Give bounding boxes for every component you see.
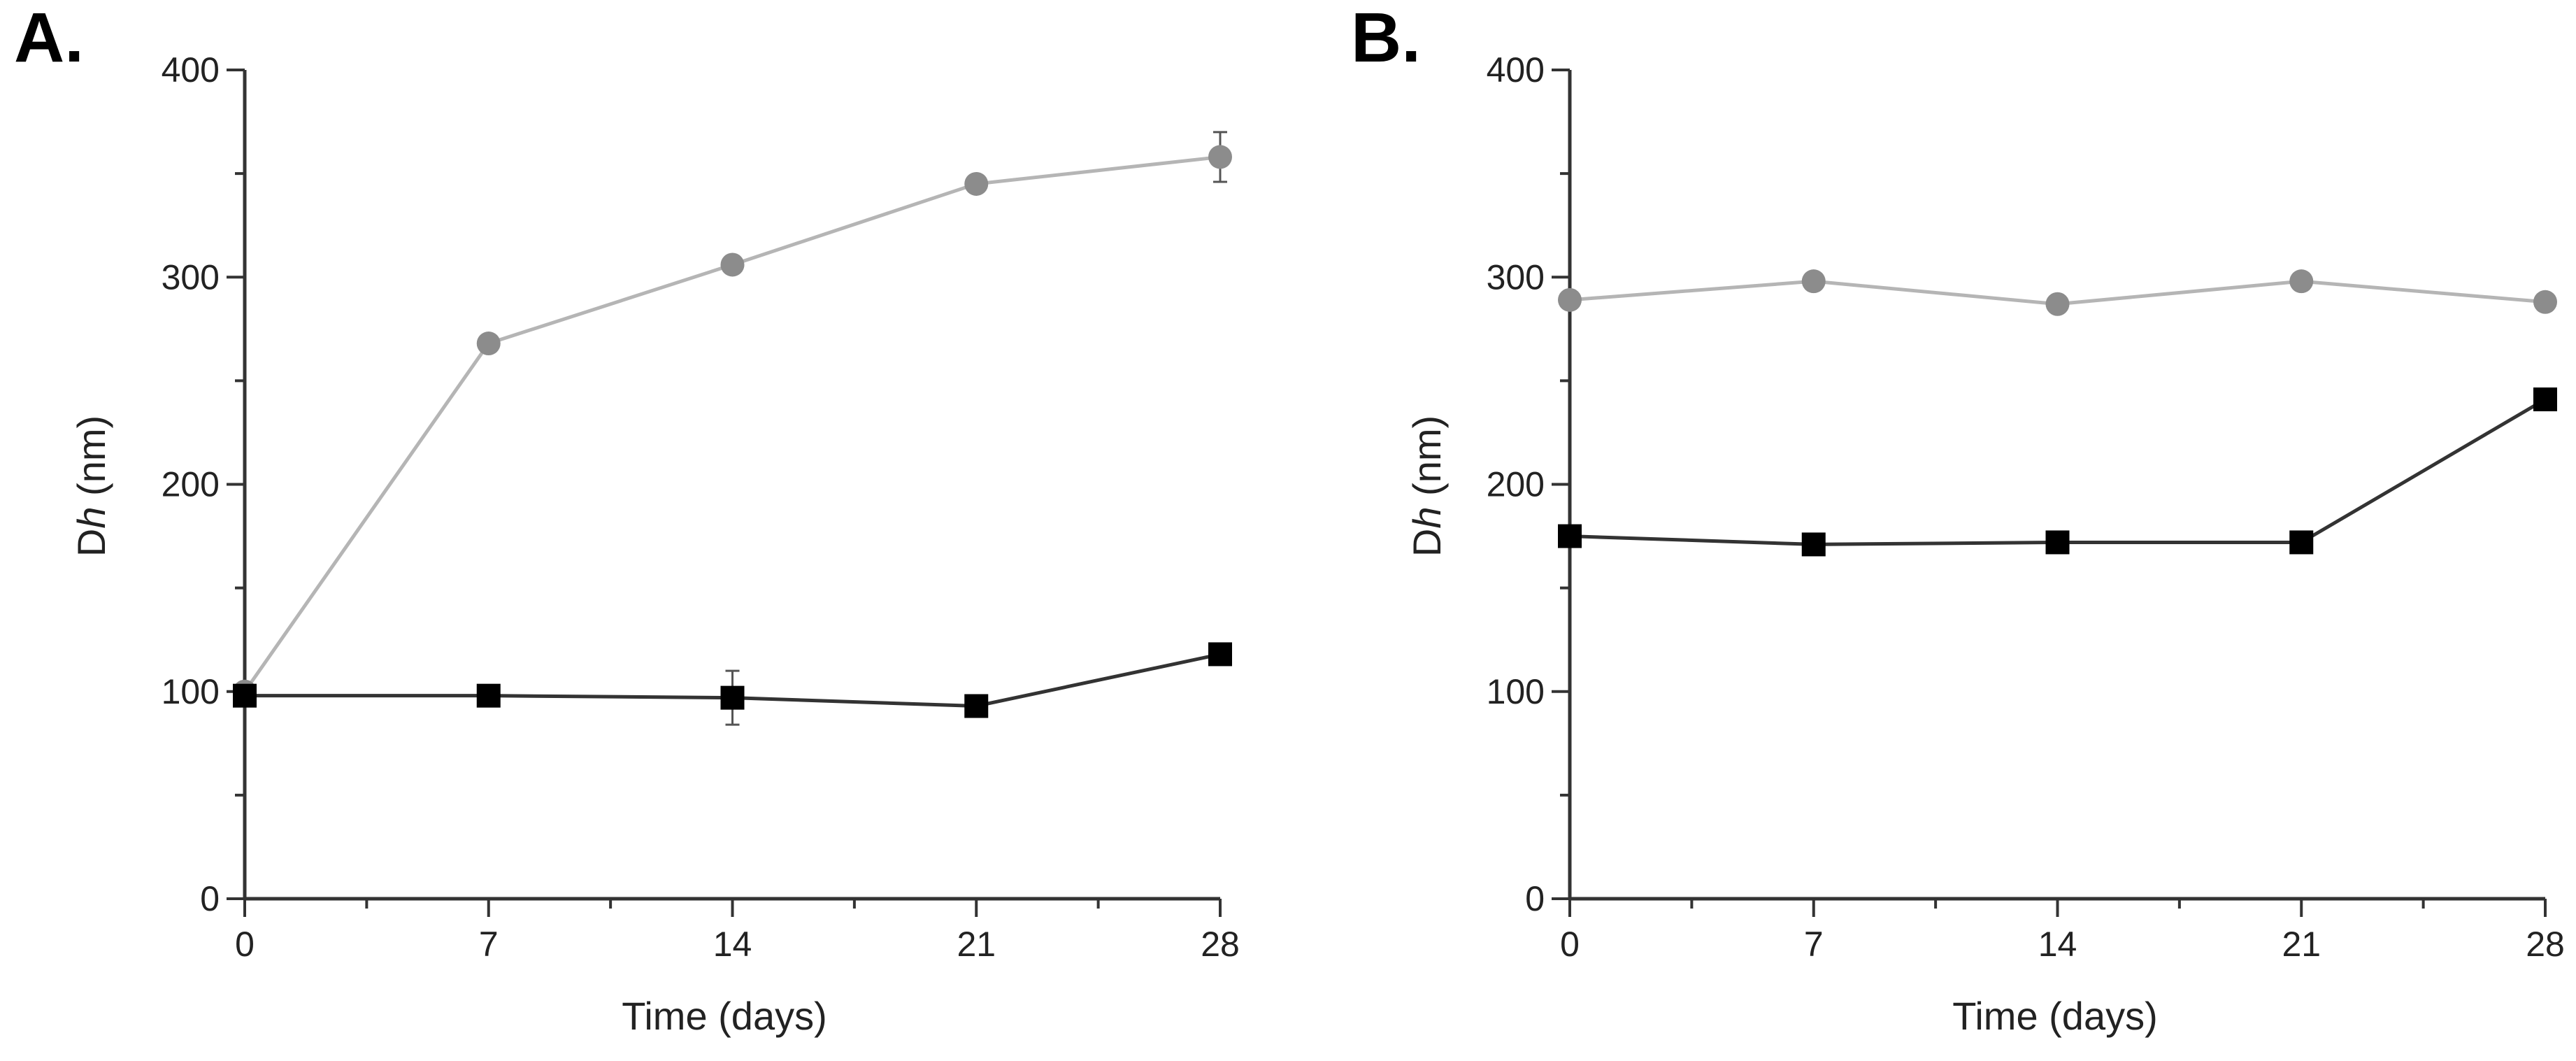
panel-b-y-axis-title-italic: h	[1405, 507, 1449, 529]
panel-a-black-square-point	[964, 694, 989, 718]
panel-a-y-axis-title: Dh (nm)	[69, 415, 113, 557]
panel-a-y-tick-label: 0	[200, 879, 220, 918]
panel-a-x-tick-label: 0	[235, 925, 255, 964]
panel-b-black-square-point	[1558, 524, 1582, 548]
panel-b-black-square-point	[2533, 387, 2557, 412]
panel-a-y-tick-label: 200	[162, 465, 220, 504]
panel-a-black-square-point	[233, 683, 257, 708]
panel-a-gray-circle-point	[1208, 145, 1232, 169]
panel-a-gray-circle-point	[720, 252, 745, 277]
panel-b-x-tick-label: 0	[1560, 925, 1580, 964]
panel-a-y-tick-label: 100	[162, 672, 220, 711]
panel-a-label: A.	[14, 0, 84, 77]
panel-b-x-tick-label: 7	[1804, 925, 1824, 964]
panel-b-label: B.	[1351, 0, 1421, 77]
panel-b-gray-circle-point	[1558, 287, 1582, 312]
panel-a-gray-circle-point	[964, 171, 989, 196]
panel-b-y-axis-title-suffix: (nm)	[1405, 415, 1449, 507]
panel-a-gray-circle-point	[476, 332, 501, 356]
panel-b-gray-circle-point	[1801, 269, 1826, 294]
panel-a-y-axis-title-prefix: D	[69, 529, 113, 557]
panel-a-y-axis-title-italic: h	[69, 507, 113, 529]
panel-b-y-axis-title-prefix: D	[1405, 529, 1449, 557]
panel-b-x-tick-label: 28	[2526, 925, 2565, 964]
panel-b-x-tick-label: 21	[2282, 925, 2321, 964]
panel-b-black-square-point	[2289, 530, 2314, 555]
panel-b-gray-circle-point	[2045, 292, 2070, 316]
panel-b-y-tick-label: 200	[1487, 465, 1545, 504]
panel-a-black-square-point	[476, 683, 501, 708]
panel-a-gray-circle-series-line	[243, 155, 1221, 693]
panel-b-y-tick-label: 0	[1525, 879, 1545, 918]
panel-b-x-axis-title: Time (days)	[1952, 994, 2158, 1038]
panel-b-black-square-point	[1801, 532, 1826, 557]
panel-a-black-square-point	[1208, 642, 1232, 667]
panel-a-x-tick-label: 7	[479, 925, 499, 964]
panel-b-y-tick-label: 400	[1487, 50, 1545, 90]
panel-b-x-tick-label: 14	[2038, 925, 2077, 964]
panel-a-y-axis-title-suffix: (nm)	[69, 415, 113, 507]
panel-a-x-tick-label: 28	[1201, 925, 1240, 964]
panel-a-x-axis-title: Time (days)	[622, 994, 827, 1038]
panel-b-y-tick-label: 100	[1487, 672, 1545, 711]
panel-a-x-tick-label: 14	[713, 925, 752, 964]
panel-b-gray-circle-point	[2533, 290, 2557, 314]
panel-a-y-tick-label: 300	[162, 257, 220, 297]
panel-a-black-square-point	[720, 685, 745, 710]
panel-b-black-square-series-line	[1569, 397, 2547, 546]
panel-b-y-tick-label: 300	[1487, 257, 1545, 297]
panel-a: A. Time (days) Dh (nm) 0 100 200 300 400 0 7 14…	[14, 0, 1240, 1038]
panel-b-y-axis-title: Dh (nm)	[1405, 415, 1449, 557]
panel-a-y-tick-label: 400	[162, 50, 220, 90]
panel-b: B. Time (days) Dh (nm) 0 100 200 300 400 0 7 14…	[1351, 0, 2565, 1038]
panel-a-x-tick-label: 21	[957, 925, 996, 964]
panel-b-gray-circle-point	[2289, 269, 2314, 294]
panel-b-black-square-point	[2045, 530, 2070, 555]
